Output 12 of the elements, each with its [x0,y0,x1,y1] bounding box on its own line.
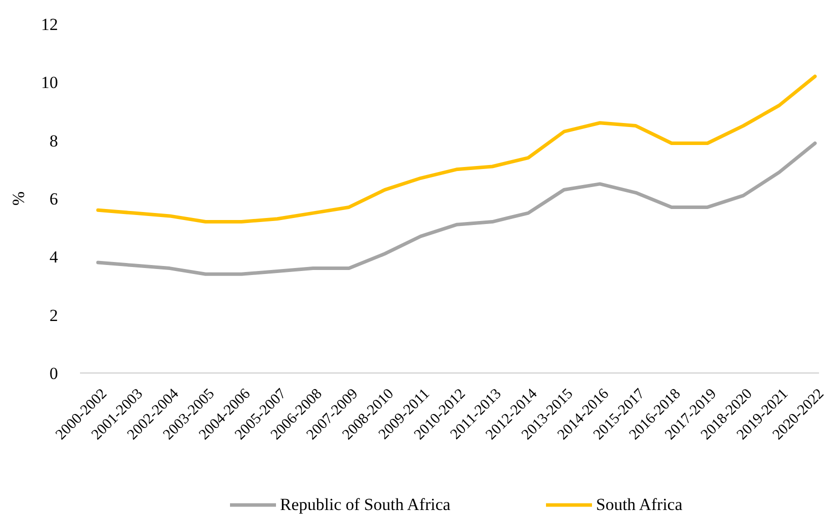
line-series [96,141,817,276]
y-tick-label: 4 [50,248,58,267]
y-tick-label: 6 [50,189,58,208]
legend-label: Republic of South Africa [280,495,451,514]
y-tick-label: 12 [41,14,58,34]
legend-label: South Africa [596,495,683,514]
y-axis-title: % [9,191,28,206]
line-series [96,74,817,224]
y-tick-label: 8 [50,131,58,150]
y-tick-label: 0 [50,364,58,383]
y-tick-label: 2 [50,306,58,325]
y-tick-label: 10 [41,73,58,92]
